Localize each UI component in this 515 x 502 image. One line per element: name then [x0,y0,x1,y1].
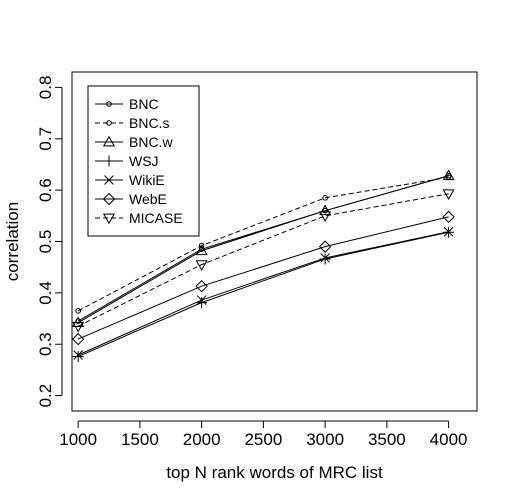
x-tick-label: 3000 [306,430,344,449]
x-tick-label: 2000 [183,430,221,449]
legend-entry: WikiE [95,172,165,188]
legend-entry: WSJ [95,153,159,169]
x-tick-label: 2500 [244,430,282,449]
x-tick-label: 1500 [121,430,159,449]
y-axis: 0.2 0.3 0.4 0.5 0.6 0.7 0.8 [36,76,63,408]
x-axis: 1000 1500 2000 2500 3000 3500 4000 [59,420,468,449]
series-line [77,231,449,358]
circle-marker [106,101,112,107]
series-line [77,193,449,327]
series-line [77,216,449,340]
legend-entry: MICASE [95,210,183,226]
circle-marker [106,120,112,126]
legend-label: BNC.w [129,134,173,150]
triangle-up-marker [102,135,116,147]
legend-entry: BNC.w [95,134,173,150]
cross-marker [320,253,330,263]
plus-marker [103,155,115,167]
diamond-marker [195,279,208,293]
diamond-marker [318,240,332,253]
circle-marker [322,195,328,201]
triangle-down-marker [195,260,208,271]
series-webe [71,210,455,346]
diamond-marker [102,192,116,206]
triangle-up-marker [319,204,332,216]
plus-marker [72,351,84,363]
triangle-down-marker [319,211,332,223]
cross-marker [443,226,454,237]
legend-label: WebE [129,191,167,207]
legend-label: BNC [129,96,159,112]
series-wikie [73,226,454,360]
plus-marker [196,297,208,309]
series-layer [71,169,455,363]
y-tick-label: 0.5 [36,230,55,254]
cross-marker [196,295,207,305]
legend-label: WikiE [129,172,165,188]
circle-marker [198,242,205,249]
x-tick-label: 4000 [430,430,468,449]
y-tick-label: 0.7 [36,127,55,151]
y-tick-label: 0.4 [36,281,55,305]
circle-marker [322,207,328,214]
legend: BNC BNC.s BNC.w WSJ WikiE WebE MICASE [87,85,200,237]
x-tick-label: 1000 [59,430,97,449]
y-tick-label: 0.2 [36,384,55,408]
series-line [77,231,449,356]
triangle-down-marker [72,321,85,333]
x-axis-title: top N rank words of MRC list [166,463,383,482]
legend-label: WSJ [129,153,159,169]
diamond-marker [442,210,455,224]
legend-label: BNC.s [129,115,169,131]
triangle-up-marker [195,244,208,256]
legend-entry: WebE [95,191,167,207]
triangle-down-marker [102,213,116,225]
series-micase [72,189,455,333]
series-line [77,175,449,324]
y-tick-label: 0.8 [36,76,55,100]
legend-label: MICASE [129,210,183,226]
y-tick-label: 0.6 [36,178,55,202]
circle-marker [75,308,81,314]
plot-frame [71,71,478,412]
triangle-down-marker [442,189,455,200]
triangle-up-marker [442,169,455,181]
y-tick-label: 0.3 [36,332,55,356]
legend-entry: BNC [95,96,159,112]
x-tick-label: 3500 [368,430,406,449]
legend-entry: BNC.s [95,115,169,131]
diamond-marker [71,332,85,346]
series-wsj [72,226,455,363]
cross-marker [73,350,84,360]
y-axis-title: correlation [3,202,22,281]
cross-marker [104,175,114,185]
